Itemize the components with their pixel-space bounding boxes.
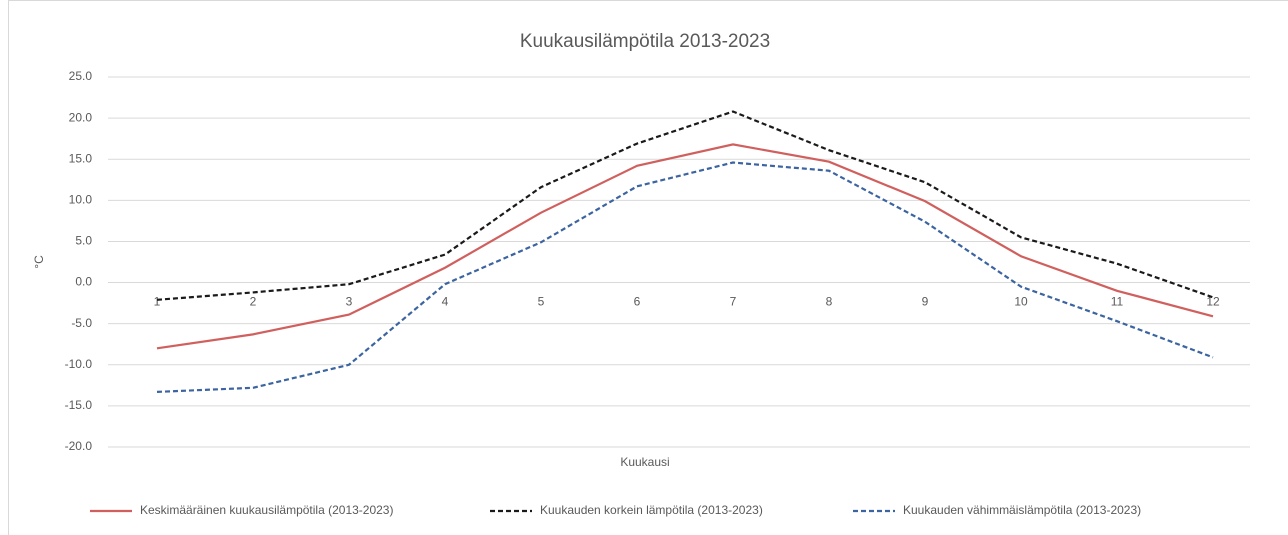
x-tick-label: 4 (442, 295, 449, 309)
y-tick-label: -20.0 (65, 439, 93, 453)
series-line (156, 110, 1214, 301)
y-axis-title: °C (32, 255, 46, 269)
chart-frame (8, 0, 1288, 535)
y-tick-label: 0.0 (75, 275, 92, 289)
x-tick-label: 10 (1014, 295, 1028, 309)
x-tick-label: 2 (250, 295, 257, 309)
y-tick-label: 10.0 (69, 193, 93, 207)
chart-title: Kuukausilämpötila 2013-2023 (520, 31, 770, 52)
legend-label: Kuukauden vähimmäislämpötila (2013-2023) (903, 503, 1141, 517)
x-tick-label: 1 (154, 295, 161, 309)
y-tick-label: 20.0 (69, 110, 93, 124)
x-tick-label: 11 (1111, 295, 1124, 309)
y-tick-label: -10.0 (65, 357, 93, 371)
y-tick-label: -5.0 (71, 316, 92, 330)
x-tick-label: 3 (346, 295, 353, 309)
legend-label: Kuukauden korkein lämpötila (2013-2023) (540, 503, 763, 517)
x-tick-label: 7 (730, 295, 737, 309)
series-line (156, 161, 1214, 394)
x-axis-title: Kuukausi (620, 455, 669, 469)
x-tick-label: 12 (1206, 295, 1220, 309)
x-tick-label: 8 (826, 295, 833, 309)
y-tick-label: 15.0 (69, 151, 93, 165)
x-tick-label: 9 (922, 295, 929, 309)
y-tick-label: -15.0 (65, 398, 93, 412)
x-tick-label: 5 (538, 295, 545, 309)
y-tick-label: 25.0 (69, 69, 93, 83)
series-line (156, 143, 1214, 350)
y-tick-label: 5.0 (75, 234, 92, 248)
legend-label: Keskimääräinen kuukausilämpötila (2013-2… (140, 503, 393, 517)
x-tick-label: 6 (634, 295, 641, 309)
